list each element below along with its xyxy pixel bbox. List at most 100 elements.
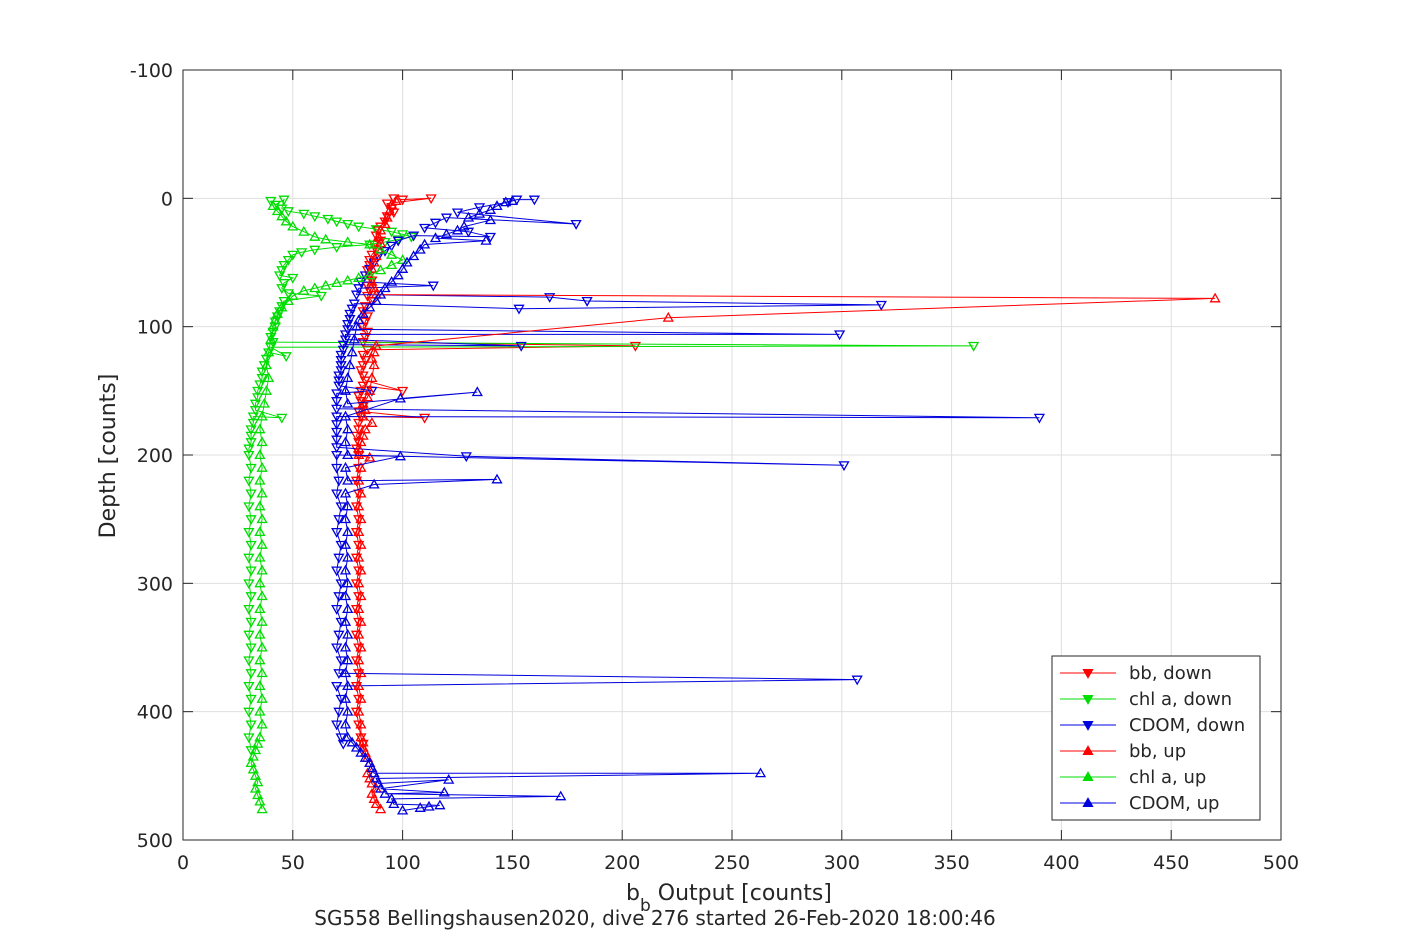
data-point [350,431,363,442]
data-point [355,366,367,377]
data-point [423,800,435,811]
data-point [331,412,343,423]
data-point [342,551,354,562]
legend: bb, down chl a, down CDOM, down bb, up chl a… [1051,655,1261,821]
data-point [282,255,295,266]
data-point [418,413,431,424]
legend-label: bb, up [1129,741,1186,762]
data-point [256,436,268,447]
data-point [245,757,257,768]
data-point [364,384,376,395]
data-point [385,248,398,259]
data-point [344,359,356,370]
data-point [513,304,525,315]
data-point [335,656,347,667]
data-point [342,500,354,511]
data-point [754,767,767,778]
legend-entry: chl a, down [1060,689,1232,710]
data-point [335,733,347,744]
data-point [331,443,343,454]
data-point [418,238,431,249]
data-point [368,767,380,778]
data-point [309,230,321,241]
data-point [256,692,268,703]
data-point [355,590,367,601]
data-point [331,397,343,407]
data-point [254,654,266,665]
data-point [287,250,299,261]
data-point [249,744,262,755]
data-point [379,787,391,798]
data-point [262,372,275,383]
series-line [250,205,404,810]
data-point [344,309,356,320]
data-point [385,259,398,270]
data-point [361,345,374,356]
legend-label: chl a, up [1129,767,1206,788]
data-point [515,341,527,352]
data-point [254,795,266,806]
data-point [383,205,396,216]
legend-marker [1082,797,1094,808]
data-point [353,442,365,453]
data-point [331,463,343,474]
legend-box [1051,655,1261,821]
data-point [361,327,374,338]
data-point [581,296,593,307]
data-point [348,333,360,344]
data-point [342,320,354,330]
data-point [392,236,404,247]
x-tick-label: 350 [933,852,969,874]
data-point [355,692,367,703]
data-point [392,269,404,280]
data-point [331,489,343,500]
y-tick-label: 400 [137,702,173,724]
y-tick-label: 100 [137,317,173,339]
data-point [256,615,268,626]
data-point [460,452,472,463]
data-point [364,238,376,249]
data-point [254,603,266,614]
data-point [361,767,374,778]
data-point [374,243,387,254]
data-point [276,284,288,295]
data-point [247,750,259,761]
data-point [429,218,442,229]
y-tick-label: 300 [137,573,173,595]
data-point [342,628,354,639]
data-point [355,397,367,407]
data-point [245,438,257,449]
x-axis-title-main: b [626,881,640,906]
data-point [368,256,380,267]
data-point [355,461,367,472]
data-point [366,762,378,773]
data-point [346,346,358,357]
data-point [333,376,345,387]
data-point [473,203,486,214]
data-point [346,736,358,747]
data-point [278,261,290,271]
data-point [366,275,378,286]
data-point [342,274,354,285]
series-line [344,200,761,811]
data-point [256,718,268,729]
data-point [333,707,345,718]
data-point [364,757,376,768]
data-point [353,314,365,325]
data-point [357,397,369,408]
data-point [366,787,378,798]
data-point [361,391,374,402]
data-point [359,423,371,434]
data-point [335,361,347,372]
data-point [309,245,321,256]
data-point [276,266,288,277]
data-point [355,641,367,652]
data-point [333,476,345,487]
legend-entry: chl a, up [1060,767,1206,788]
data-point [337,345,349,356]
data-point [298,209,310,220]
legend-marker [1082,745,1094,756]
data-point [267,320,279,331]
data-point [414,243,426,254]
y-tick-label: -100 [130,60,173,82]
